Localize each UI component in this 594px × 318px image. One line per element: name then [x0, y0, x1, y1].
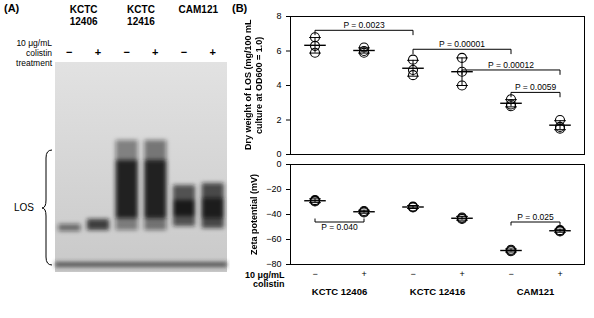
html-text:10 μg/mL colistin treatment: 10 μg/mL colistin treatment — [16, 38, 52, 68]
svg-text:2: 2 — [276, 115, 281, 125]
html-text:Zeta potential (mV): Zeta potential (mV) — [248, 173, 259, 255]
svg-text:CAM121: CAM121 — [517, 286, 555, 297]
svg-text:P = 0.0023: P = 0.0023 — [343, 20, 384, 30]
svg-text:+: + — [459, 269, 464, 279]
svg-text:−: − — [508, 269, 513, 279]
svg-text:8: 8 — [276, 11, 281, 21]
svg-text:−80: −80 — [266, 259, 281, 269]
html-text:(A): (A) — [4, 2, 20, 14]
svg-text:0: 0 — [276, 149, 281, 159]
svg-text:10 μg/mLcolistin: 10 μg/mLcolistin — [245, 270, 285, 289]
svg-text:0: 0 — [276, 159, 281, 169]
svg-text:P = 0.040: P = 0.040 — [321, 222, 358, 232]
html-text:(B): (B) — [232, 2, 248, 14]
html-text:KCTC 12406: KCTC 12406 — [69, 4, 98, 27]
svg-text:−60: −60 — [266, 234, 281, 244]
svg-text:4: 4 — [276, 80, 281, 90]
svg-text:−40: −40 — [266, 209, 281, 219]
svg-text:−20: −20 — [266, 184, 281, 194]
svg-text:KCTC 12416: KCTC 12416 — [410, 286, 465, 297]
svg-text:P = 0.0059: P = 0.0059 — [515, 82, 556, 92]
html-text:CAM121: CAM121 — [178, 4, 219, 15]
svg-text:+: + — [557, 269, 562, 279]
html-text:KCTC 12416: KCTC 12416 — [127, 4, 155, 27]
svg-text:6: 6 — [276, 46, 281, 56]
html-text:LOS: LOS — [14, 202, 34, 213]
svg-text:KCTC 12406: KCTC 12406 — [312, 286, 367, 297]
svg-text:−: − — [312, 269, 317, 279]
svg-text:P = 0.025: P = 0.025 — [517, 212, 554, 222]
svg-text:+: + — [361, 269, 366, 279]
svg-text:−: − — [410, 269, 415, 279]
svg-text:P = 0.00001: P = 0.00001 — [439, 39, 485, 49]
html-text:Dry weight of LOS (mg/100 mL c: Dry weight of LOS (mg/100 mL culture at … — [243, 19, 264, 151]
svg-text:P = 0.00012: P = 0.00012 — [488, 60, 534, 70]
